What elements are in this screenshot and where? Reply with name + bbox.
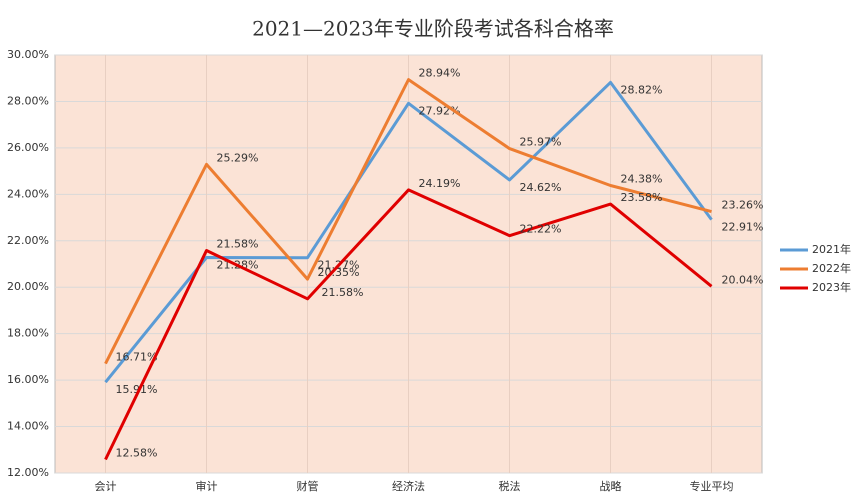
data-label: 23.26% (722, 199, 764, 212)
data-label: 22.91% (722, 221, 764, 234)
data-label: 23.58% (621, 191, 663, 204)
data-label: 28.82% (621, 83, 663, 96)
y-tick-label: 14.00% (7, 420, 49, 433)
series-line (104, 78, 712, 365)
y-tick-label: 24.00% (7, 187, 49, 200)
y-tick-label: 22.00% (7, 234, 49, 247)
data-label: 12.58% (116, 447, 158, 460)
data-label: 24.38% (621, 173, 663, 186)
y-tick-label: 12.00% (7, 466, 49, 479)
data-label: 25.97% (520, 136, 562, 149)
series-line (104, 80, 713, 384)
chart-title: 2021—2023年专业阶段考试各科合格率 (252, 17, 614, 41)
x-tick-label: 专业平均 (690, 479, 734, 493)
y-tick-label: 30.00% (7, 48, 49, 61)
data-label: 21.58% (217, 238, 259, 251)
series-line (104, 188, 713, 461)
data-label: 20.04% (722, 273, 764, 286)
x-tick-label: 审计 (196, 479, 218, 493)
y-tick-label: 20.00% (7, 280, 49, 293)
y-tick-label: 26.00% (7, 141, 49, 154)
data-label: 15.91% (116, 383, 158, 396)
x-tick-label: 税法 (499, 479, 521, 493)
y-tick-label: 18.00% (7, 327, 49, 340)
data-label: 24.62% (520, 181, 562, 194)
data-label: 25.29% (217, 151, 259, 164)
x-tick-label: 经济法 (392, 479, 425, 493)
x-tick-label: 会计 (95, 480, 117, 493)
y-tick-label: 28.00% (7, 94, 49, 107)
legend-label: 2023年 (812, 280, 851, 294)
data-label: 24.19% (419, 177, 461, 190)
annotation: 21.58% (322, 286, 364, 299)
data-label: 16.71% (116, 351, 158, 364)
data-label: 20.35% (318, 266, 360, 279)
legend-label: 2021年 (812, 242, 851, 256)
legend-label: 2022年 (812, 261, 851, 275)
x-tick-label: 财管 (297, 479, 319, 493)
x-tick-label: 战略 (600, 479, 622, 493)
data-label: 28.94% (419, 67, 461, 80)
data-label: 22.22% (520, 223, 562, 236)
y-tick-label: 16.00% (7, 373, 49, 386)
